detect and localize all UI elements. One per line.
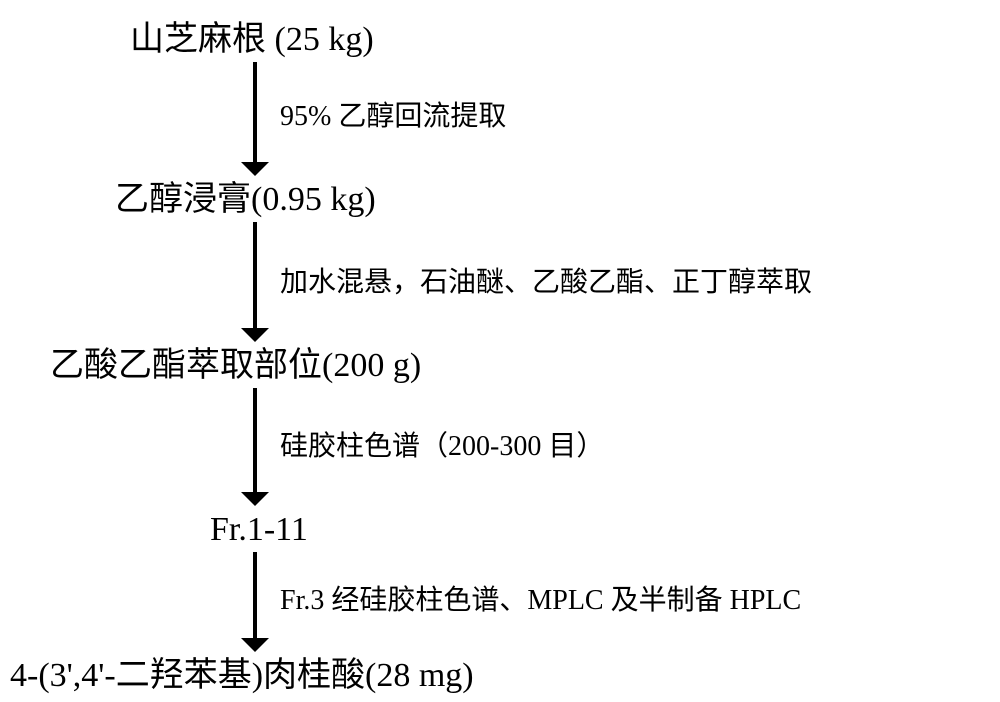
flow-arrow-2 [241, 222, 269, 342]
flow-arrow-1 [241, 62, 269, 176]
flow-edge-label-1: 95% 乙醇回流提取 [280, 100, 506, 134]
flow-node-n1: 山芝麻根 (25 kg) [130, 20, 374, 61]
flow-arrow-3 [241, 388, 269, 506]
flow-node-n4: Fr.1-11 [210, 510, 308, 551]
flowchart-canvas: 山芝麻根 (25 kg) 乙醇浸膏(0.95 kg) 乙酸乙酯萃取部位(200 g)… [0, 0, 1000, 702]
flow-edge-label-3: 硅胶柱色谱（200-300 目） [280, 430, 604, 464]
flow-node-n3: 乙酸乙酯萃取部位(200 g) [50, 346, 421, 387]
flow-node-n5: 4-(3',4'-二羟苯基)肉桂酸(28 mg) [10, 656, 474, 697]
flow-edge-label-2: 加水混悬，石油醚、乙酸乙酯、正丁醇萃取 [280, 266, 812, 300]
flow-edge-label-4: Fr.3 经硅胶柱色谱、MPLC 及半制备 HPLC [280, 584, 801, 618]
flow-node-n2: 乙醇浸膏(0.95 kg) [115, 180, 376, 221]
flow-arrow-4 [241, 552, 269, 652]
